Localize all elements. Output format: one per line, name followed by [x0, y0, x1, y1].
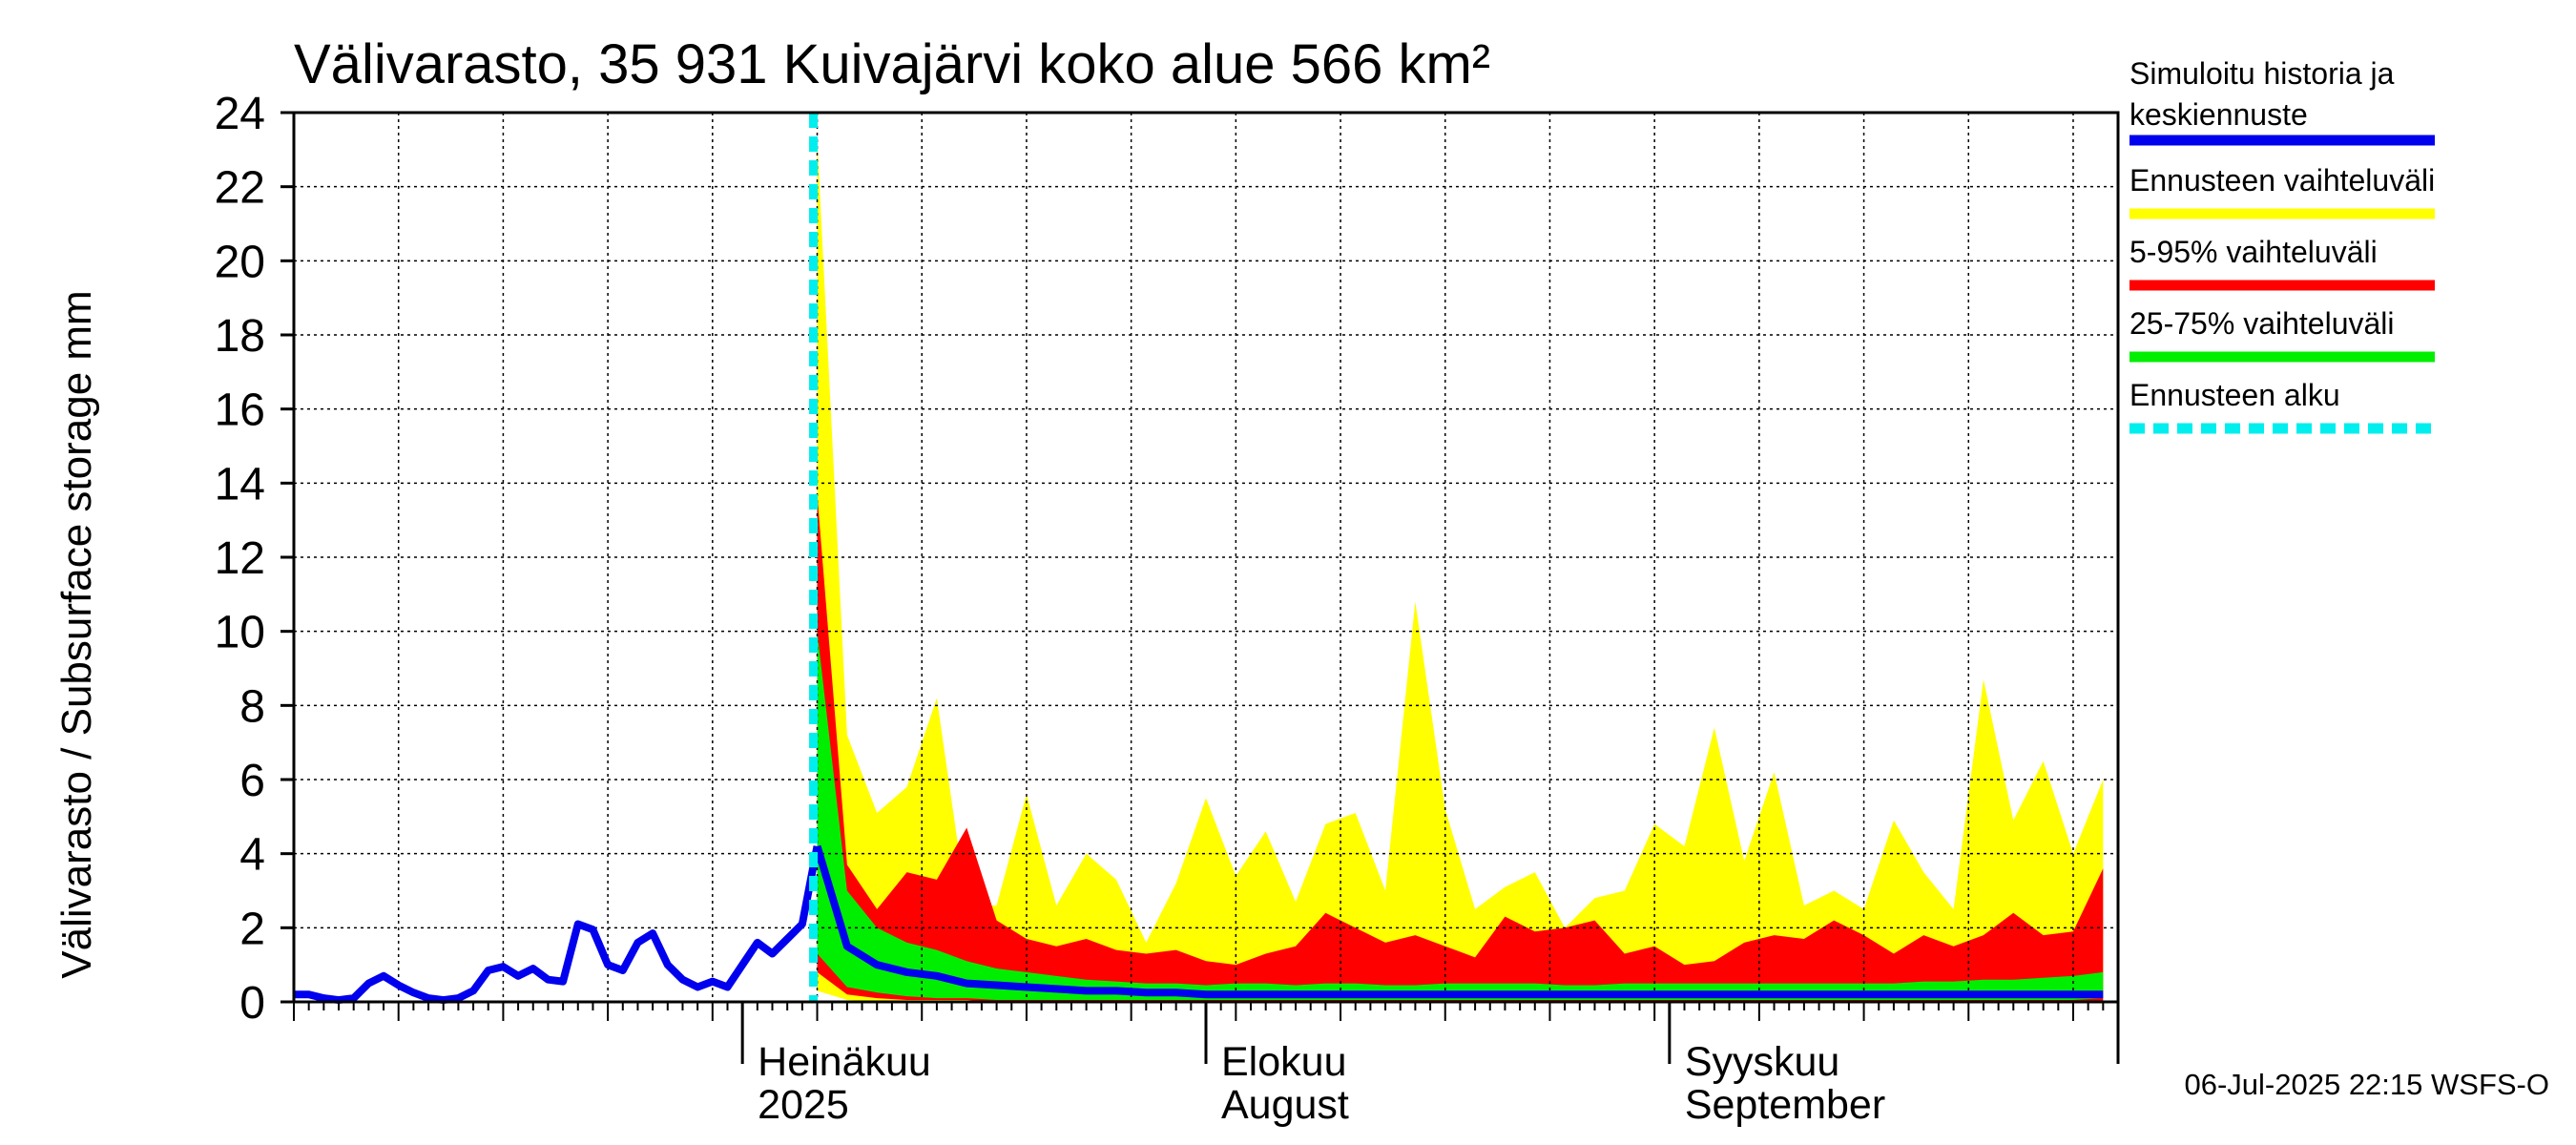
- legend-label-line2: keskiennuste: [2129, 97, 2308, 132]
- y-tick-label: 10: [215, 608, 265, 658]
- y-tick-label: 24: [215, 89, 265, 139]
- x-month-sublabel: 2025: [758, 1082, 849, 1128]
- x-month-sublabel: September: [1685, 1082, 1885, 1128]
- x-month-label: Syyskuu: [1685, 1039, 1840, 1085]
- y-tick-label: 16: [215, 385, 265, 436]
- x-month-sublabel: August: [1221, 1082, 1349, 1128]
- y-tick-label: 14: [215, 459, 265, 510]
- y-tick-label: 6: [239, 756, 265, 806]
- legend-label: Ennusteen alku: [2129, 378, 2340, 412]
- series-history-line: [294, 845, 821, 1005]
- y-tick-label: 8: [239, 681, 265, 732]
- y-tick-label: 20: [215, 237, 265, 287]
- legend-label: 25-75% vaihteluväli: [2129, 306, 2395, 341]
- timestamp-footer: 06-Jul-2025 22:15 WSFS-O: [2184, 1068, 2549, 1101]
- chart-title: Välivarasto, 35 931 Kuivajärvi koko alue…: [294, 33, 1490, 95]
- legend-label: 5-95% vaihteluväli: [2129, 235, 2378, 269]
- y-tick-label: 22: [215, 163, 265, 214]
- y-axis-label: Välivarasto / Subsurface storage mm: [53, 290, 100, 978]
- x-month-label: Heinäkuu: [758, 1039, 931, 1085]
- plot-area: [817, 138, 2104, 1002]
- x-month-label: Elokuu: [1221, 1039, 1346, 1085]
- history-layer: [294, 844, 2104, 1005]
- series-full-range-band: [817, 138, 2104, 1002]
- y-tick-label: 4: [239, 830, 265, 881]
- y-tick-label: 2: [239, 904, 265, 954]
- legend-label: Simuloitu historia ja: [2129, 56, 2395, 91]
- series-25-75-band: [817, 631, 2104, 1001]
- legend: Simuloitu historia ja keskiennuste Ennuste…: [2129, 56, 2435, 434]
- legend-label: Ennusteen vaihteluväli: [2129, 163, 2435, 198]
- y-tick-label: 12: [215, 533, 265, 584]
- series-median-forecast-line: [813, 844, 2104, 999]
- y-tick-label: 0: [239, 978, 265, 1029]
- y-tick-label: 18: [215, 311, 265, 362]
- series-5-95-band: [817, 493, 2104, 1002]
